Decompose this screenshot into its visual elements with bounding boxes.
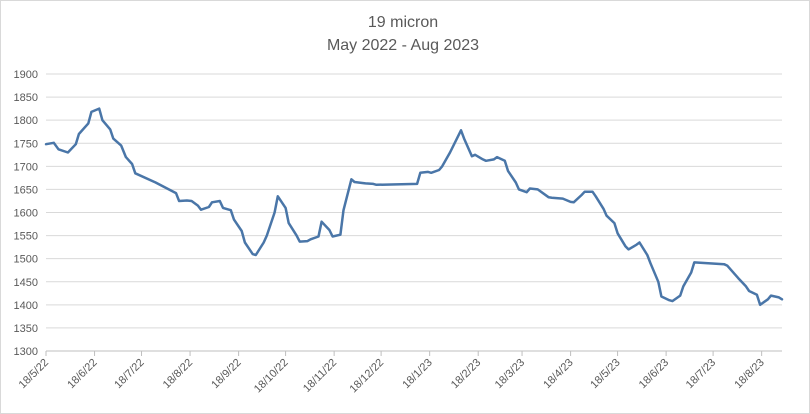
x-tick-label: 18/11/22 <box>301 357 339 395</box>
x-tick-label: 18/1/23 <box>400 357 434 391</box>
x-tick-label: 18/12/22 <box>347 357 386 396</box>
x-tick-label: 18/8/23 <box>732 357 766 391</box>
chart-subtitle: May 2022 - Aug 2023 <box>327 37 479 54</box>
x-axis-ticks: 18/5/22 18/6/22 18/7/22 18/8/22 18/9/22 18/10… <box>17 351 767 395</box>
x-tick-label: 18/7/23 <box>684 357 718 391</box>
x-tick-label: 18/8/22 <box>161 357 195 391</box>
y-tick-label: 1350 <box>14 323 38 335</box>
y-tick-label: 1550 <box>14 231 38 243</box>
chart-title: 19 micron <box>368 14 438 31</box>
x-tick-label: 18/6/22 <box>65 357 99 391</box>
y-tick-label: 1850 <box>14 92 38 104</box>
x-tick-label: 18/10/22 <box>252 357 291 396</box>
x-tick-label: 18/6/23 <box>637 357 671 391</box>
y-tick-label: 1750 <box>14 138 38 150</box>
series-layer <box>44 107 784 307</box>
y-tick-label: 1800 <box>14 115 38 127</box>
y-tick-label: 1700 <box>14 161 38 173</box>
series-line <box>44 107 784 307</box>
x-tick-label: 18/4/23 <box>541 357 575 391</box>
y-tick-label: 1900 <box>14 69 38 81</box>
y-tick-label: 1500 <box>14 254 38 266</box>
y-tick-label: 1300 <box>14 346 38 358</box>
y-tick-label: 1600 <box>14 208 38 220</box>
y-tick-label: 1650 <box>14 184 38 196</box>
x-tick-label: 18/5/22 <box>17 357 51 391</box>
y-tick-label: 1400 <box>14 300 38 312</box>
x-tick-label: 18/3/23 <box>493 357 527 391</box>
x-tick-label: 18/9/22 <box>209 357 243 391</box>
x-tick-label: 18/2/23 <box>449 357 483 391</box>
y-tick-label: 1450 <box>14 277 38 289</box>
x-tick-label: 18/7/22 <box>112 357 146 391</box>
y-axis-ticks: 1300 1350 1400 1450 1500 1550 1600 1650 1700 1750… <box>14 69 38 358</box>
x-tick-label: 18/5/23 <box>588 357 622 391</box>
gridlines <box>46 73 782 352</box>
